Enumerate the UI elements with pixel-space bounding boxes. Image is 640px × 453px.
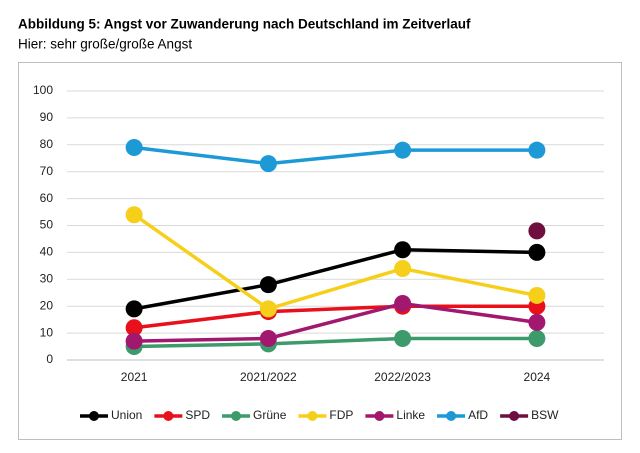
data-point	[528, 222, 546, 240]
y-tick-label: 20	[40, 298, 54, 312]
series-line	[133, 304, 537, 330]
legend-label: Grüne	[253, 408, 287, 422]
legend-label: SPD	[185, 408, 210, 422]
data-point	[528, 329, 546, 347]
legend-marker	[231, 411, 242, 421]
chart-title: Abbildung 5: Angst vor Zuwanderung nach …	[18, 17, 471, 32]
series-line	[134, 336, 537, 349]
data-point	[125, 300, 143, 318]
y-tick-label: 70	[40, 164, 54, 178]
data-point	[528, 313, 546, 331]
legend-marker	[374, 411, 385, 421]
x-tick-label: 2024	[524, 370, 551, 384]
y-tick-label: 50	[40, 218, 54, 232]
data-point	[394, 260, 412, 278]
legend-marker	[89, 411, 99, 421]
data-point	[394, 141, 412, 159]
y-tick-label: 80	[40, 137, 54, 151]
data-point	[259, 276, 277, 294]
data-point	[259, 329, 277, 347]
x-tick-label: 2021	[121, 370, 148, 384]
legend-label: BSW	[531, 408, 559, 422]
data-point	[125, 206, 143, 224]
y-tick-label: 100	[33, 83, 53, 97]
legend-marker	[509, 411, 520, 421]
x-tick-label: 2021/2022	[240, 370, 297, 384]
data-point	[125, 138, 143, 156]
data-point	[259, 300, 277, 318]
data-point	[125, 332, 143, 350]
data-point	[259, 155, 277, 173]
legend-label: Union	[111, 408, 142, 422]
y-tick-label: 10	[40, 325, 54, 339]
legend-marker	[446, 411, 457, 421]
y-tick-label: 30	[40, 271, 54, 285]
data-point	[528, 141, 546, 159]
data-point	[394, 241, 412, 259]
data-point	[394, 329, 412, 347]
y-tick-label: 60	[40, 191, 54, 205]
legend-marker	[163, 411, 174, 421]
data-point	[125, 319, 143, 337]
data-point	[528, 243, 546, 261]
series-line	[133, 213, 538, 311]
chart-subtitle: Hier: sehr große/große Angst	[18, 37, 192, 52]
chart-frame	[18, 62, 622, 440]
y-tick-label: 40	[40, 245, 54, 259]
legend-marker	[307, 411, 318, 421]
data-point	[394, 295, 412, 313]
legend-label: Linke	[396, 408, 425, 422]
y-tick-label: 0	[46, 352, 53, 366]
legend-label: AfD	[468, 408, 488, 422]
x-tick-label: 2022/2023	[374, 370, 431, 384]
series-line	[133, 247, 537, 311]
series-line	[133, 145, 537, 166]
data-point	[528, 286, 546, 304]
series-line	[134, 301, 538, 343]
legend-label: FDP	[329, 408, 353, 422]
y-tick-label: 90	[40, 110, 54, 124]
